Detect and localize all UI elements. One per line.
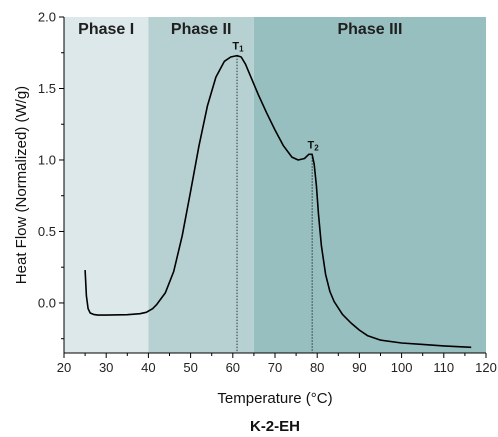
phase-regions xyxy=(64,17,486,353)
x-tick-label: 40 xyxy=(141,360,155,375)
y-tick-label: 1.0 xyxy=(38,152,56,167)
figure-caption: K-2-EH xyxy=(250,418,300,435)
phase-label-3: Phase III xyxy=(337,21,402,38)
series-line xyxy=(84,54,472,349)
x-axis-title: Temperature (°C) xyxy=(217,390,332,407)
phase-region-2 xyxy=(148,17,254,353)
x-tick-label: 70 xyxy=(268,360,282,375)
annotation-labels: T1 T2 xyxy=(232,41,319,153)
y-tick-label: 0.0 xyxy=(38,295,56,310)
y-tick-label: 0.5 xyxy=(38,224,56,239)
x-tick-label: 60 xyxy=(226,360,240,375)
phase-region-1 xyxy=(64,17,149,353)
x-tick-label: 110 xyxy=(433,360,454,375)
phase-label-2: Phase II xyxy=(171,21,231,38)
x-tick-label: 20 xyxy=(57,360,71,375)
x-tick-label: 80 xyxy=(310,360,324,375)
y-ticks: 0.0 0.5 1.0 1.5 2.0 xyxy=(38,10,64,340)
y-axis-title: Heat Flow (Normalized) (W/g) xyxy=(13,86,30,284)
phase-region-3 xyxy=(253,17,486,353)
y-tick-label: 2.0 xyxy=(38,10,56,25)
x-tick-label: 90 xyxy=(352,360,366,375)
annotation-label-2: T2 xyxy=(308,139,320,152)
x-tick-label: 120 xyxy=(475,360,497,375)
phase-label-1: Phase I xyxy=(78,21,134,38)
annotation-label-1: T1 xyxy=(232,41,244,54)
x-tick-label: 30 xyxy=(99,360,113,375)
x-ticks: 20 30 40 50 60 70 80 90 100 110 120 xyxy=(57,353,497,375)
x-tick-label: 100 xyxy=(391,360,413,375)
y-tick-label: 1.5 xyxy=(38,81,56,96)
x-tick-label: 50 xyxy=(183,360,197,375)
annotation-lines xyxy=(236,55,313,353)
phase-labels: Phase I Phase II Phase III xyxy=(78,21,402,38)
